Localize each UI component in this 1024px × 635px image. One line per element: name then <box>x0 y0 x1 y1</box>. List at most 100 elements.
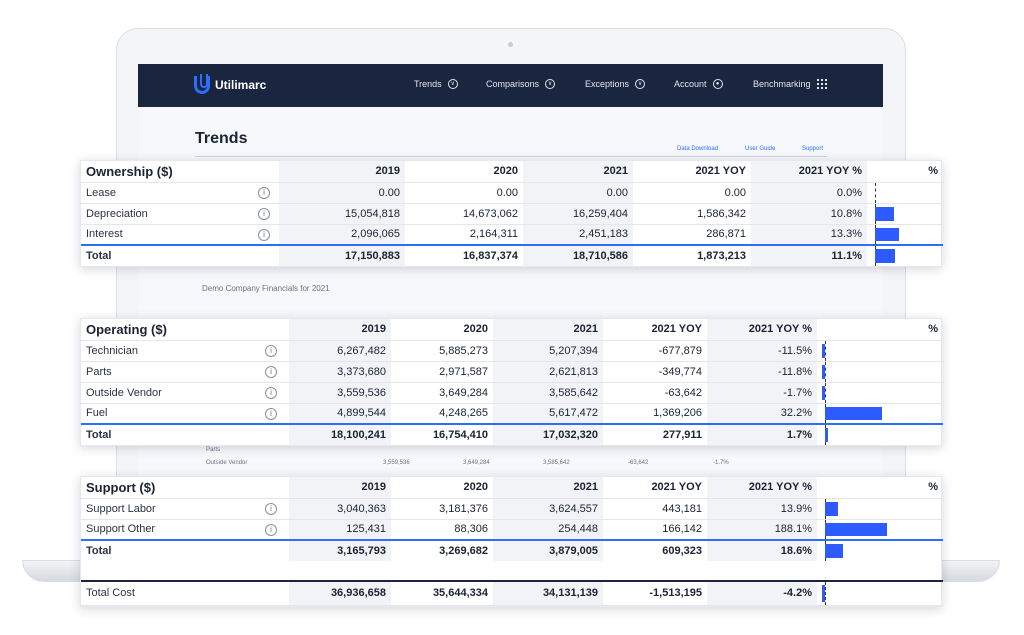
spacer-row <box>81 561 943 582</box>
grid-icon <box>816 79 827 89</box>
cell-value: 3,559,536 <box>289 382 391 404</box>
col-2021[interactable]: 2021 <box>493 319 603 341</box>
col-pct[interactable]: % <box>817 477 943 499</box>
support-link[interactable]: Support <box>802 146 824 152</box>
zero-line <box>825 340 826 360</box>
ghost-value: 3,585,642 <box>543 460 570 466</box>
cell-value: 443,181 <box>603 498 707 520</box>
table-row[interactable]: Technician i 6,267,482 5,885,273 5,207,394 -6… <box>81 340 943 362</box>
col-2019[interactable]: 2019 <box>289 477 391 499</box>
col-2020[interactable]: 2020 <box>391 477 493 499</box>
pct-bar-cell <box>867 182 943 204</box>
cell-value: 5,885,273 <box>391 340 493 362</box>
cell-value: 13.9% <box>707 498 817 520</box>
operating-table: Operating ($) 2019 2020 2021 2021 YOY 20… <box>81 319 943 445</box>
row-label: Technician <box>81 340 253 362</box>
total-row[interactable]: Total 17,150,883 16,837,374 18,710,586 1,873… <box>81 244 943 266</box>
info-icon[interactable]: i <box>265 387 277 399</box>
row-label: Outside Vendor <box>81 382 253 404</box>
pct-bar-cell <box>817 519 943 541</box>
col-2020[interactable]: 2020 <box>405 161 523 183</box>
col-2019[interactable]: 2019 <box>289 319 391 341</box>
col-yoy[interactable]: 2021 YOY <box>603 477 707 499</box>
cell-value: 11.1% <box>751 244 867 266</box>
pct-bar-cell <box>817 498 943 520</box>
nav-trends[interactable]: Trends ∨ <box>414 79 458 89</box>
row-label: Depreciation <box>81 203 249 225</box>
total-row[interactable]: Total 18,100,241 16,754,410 17,032,320 277,9… <box>81 423 943 445</box>
col-yoy[interactable]: 2021 YOY <box>633 161 751 183</box>
utilimarc-logo-icon <box>194 74 210 94</box>
col-2020[interactable]: 2020 <box>391 319 493 341</box>
cell-value: 609,323 <box>603 539 707 561</box>
table-row[interactable]: Lease i 0.00 0.00 0.00 0.00 0.0% <box>81 182 943 204</box>
col-2019[interactable]: 2019 <box>279 161 405 183</box>
user-guide-link[interactable]: User Guide <box>745 146 776 152</box>
table-row[interactable]: Interest i 2,096,065 2,164,311 2,451,183 286,… <box>81 224 943 246</box>
section-title: Operating ($) <box>81 319 253 341</box>
table-row[interactable]: Fuel i 4,899,544 4,248,265 5,617,472 1,369,20… <box>81 403 943 425</box>
spacer <box>253 477 289 499</box>
table-row[interactable]: Support Labor i 3,040,363 3,181,376 3,624,55… <box>81 498 943 520</box>
pct-bar-cell <box>817 403 943 425</box>
cell-value: 0.00 <box>523 182 633 204</box>
pct-bar-cell <box>817 423 943 445</box>
nav-label: Comparisons <box>486 79 540 89</box>
info-cell <box>253 581 289 606</box>
nav-account[interactable]: Account ● <box>674 79 723 89</box>
info-icon[interactable]: i <box>265 345 277 357</box>
brand-name: Utilimarc <box>215 78 267 92</box>
cell-value: 16,754,410 <box>391 423 493 445</box>
company-heading: Demo Company Financials for 2021 <box>202 284 330 293</box>
brand-logo[interactable]: Utilimarc <box>194 74 267 94</box>
top-nav: Utilimarc Trends ∨ Comparisons ∨ Excepti… <box>138 64 883 107</box>
info-icon[interactable]: i <box>265 523 277 536</box>
cell-value: 277,911 <box>603 423 707 445</box>
col-yoy-pct[interactable]: 2021 YOY % <box>707 477 817 499</box>
cell-value: -677,879 <box>603 340 707 362</box>
col-pct[interactable]: % <box>867 161 943 183</box>
cell-value: 125,431 <box>289 519 391 541</box>
col-2021[interactable]: 2021 <box>493 477 603 499</box>
table-row[interactable]: Depreciation i 15,054,818 14,673,062 16,259,… <box>81 203 943 225</box>
data-download-link[interactable]: Data Download <box>677 146 719 152</box>
col-yoy[interactable]: 2021 YOY <box>603 319 707 341</box>
col-yoy-pct[interactable]: 2021 YOY % <box>751 161 867 183</box>
cell-value: 2,096,065 <box>279 224 405 246</box>
pct-bar <box>825 406 883 420</box>
cell-value: 3,649,284 <box>391 382 493 404</box>
nav-label: Exceptions <box>585 79 630 89</box>
cell-value: 16,837,374 <box>405 244 523 266</box>
zero-line <box>825 382 826 402</box>
cell-value: 34,131,139 <box>493 581 603 606</box>
cell-value: -11.8% <box>707 361 817 383</box>
info-icon[interactable]: i <box>265 503 277 515</box>
support-header: Support ($) 2019 2020 2021 2021 YOY 2021… <box>81 477 943 499</box>
pct-bar-cell <box>817 581 943 606</box>
ownership-table: Ownership ($) 2019 2020 2021 2021 YOY 20… <box>81 161 943 266</box>
info-icon[interactable]: i <box>258 228 270 241</box>
nav-benchmarking[interactable]: Benchmarking <box>753 79 827 89</box>
cell-value: 254,448 <box>493 519 603 541</box>
ghost-row-outside-vendor: Outside Vendor <box>206 460 248 466</box>
nav-exceptions[interactable]: Exceptions ∨ <box>585 79 646 89</box>
info-cell: i <box>253 519 289 541</box>
spacer <box>253 319 289 341</box>
col-2021[interactable]: 2021 <box>523 161 633 183</box>
table-row[interactable]: Support Other i 125,431 88,306 254,448 166,14… <box>81 519 943 541</box>
total-row[interactable]: Total 3,165,793 3,269,682 3,879,005 609,323 1… <box>81 539 943 561</box>
page-title: Trends <box>195 130 248 147</box>
nav-comparisons[interactable]: Comparisons ∨ <box>486 79 556 89</box>
total-cost-row[interactable]: Total Cost 36,936,658 35,644,334 34,131,139… <box>81 581 943 606</box>
title-divider <box>195 156 827 157</box>
info-icon[interactable]: i <box>265 407 277 420</box>
table-row[interactable]: Outside Vendor i 3,559,536 3,649,284 3,585,6… <box>81 382 943 404</box>
info-icon[interactable]: i <box>258 187 270 199</box>
info-icon[interactable]: i <box>258 208 270 220</box>
cell-value: 3,269,682 <box>391 539 493 561</box>
col-yoy-pct[interactable]: 2021 YOY % <box>707 319 817 341</box>
table-row[interactable]: Parts i 3,373,680 2,971,587 2,621,813 -349,77… <box>81 361 943 383</box>
user-icon: ● <box>712 79 723 89</box>
col-pct[interactable]: % <box>817 319 943 341</box>
info-icon[interactable]: i <box>265 366 277 378</box>
